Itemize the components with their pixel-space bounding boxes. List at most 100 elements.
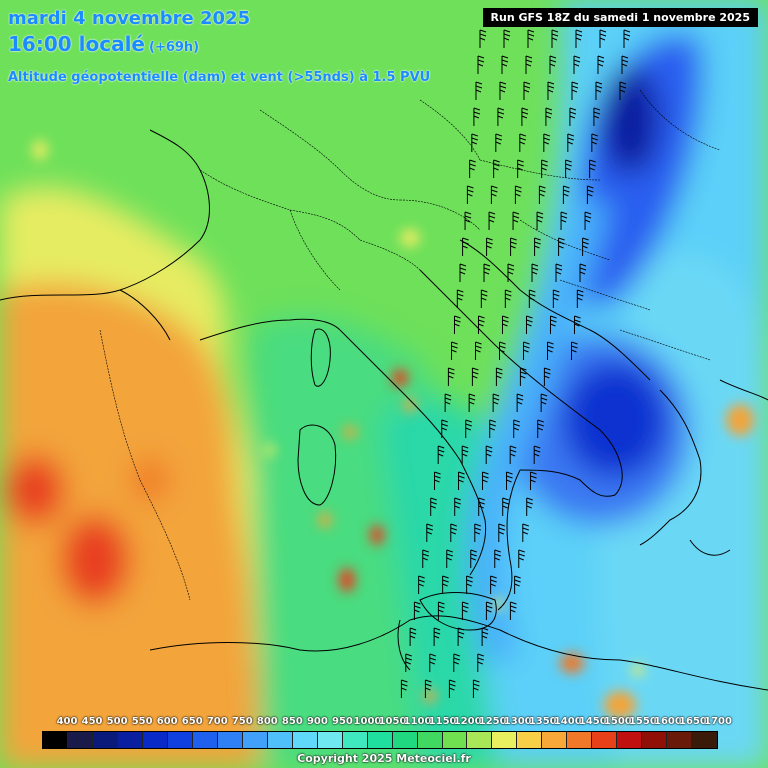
copyright-notice: Copyright 2025 Meteociel.fr [297, 752, 471, 765]
wind-barb [469, 159, 476, 178]
wind-barb [441, 419, 448, 438]
wind-barb [483, 263, 491, 282]
wind-barb [584, 211, 592, 230]
scale-tick-label: 550 [131, 716, 153, 727]
scale-swatch [43, 732, 68, 748]
wind-barb [523, 341, 530, 360]
scale-swatch [67, 732, 93, 748]
wind-barb [521, 107, 529, 126]
wind-barb [448, 679, 456, 698]
wind-barb [549, 315, 557, 334]
wind-barb [510, 237, 517, 256]
wind-barb [575, 29, 583, 48]
wind-barb [442, 575, 449, 594]
scale-tick-label: 1250 [478, 716, 507, 727]
scale-swatch [392, 732, 418, 748]
model-run-label: Run GFS 18Z du samedi 1 novembre 2025 [482, 8, 758, 27]
scale-tick-label: 1000 [353, 716, 382, 727]
wind-barb [462, 237, 469, 256]
wind-barb [477, 55, 485, 74]
wind-barb [451, 341, 458, 360]
wind-barb [430, 497, 437, 516]
wind-barb [509, 445, 517, 464]
scale-swatch [442, 732, 468, 748]
scale-tick-label: 1700 [704, 716, 732, 727]
scale-tick-label: 600 [156, 716, 178, 727]
wind-barb [471, 367, 479, 386]
scale-swatch [542, 732, 568, 748]
wind-barb [488, 211, 496, 230]
scale-tick-label: 900 [306, 716, 328, 727]
wind-barb [482, 471, 489, 490]
wind-barb [525, 315, 533, 334]
scale-swatch [242, 732, 268, 748]
wind-barb [495, 367, 503, 386]
wind-barb [473, 107, 481, 126]
wind-barb [424, 679, 432, 698]
wind-barb [458, 471, 465, 490]
wind-barb [558, 237, 565, 256]
scale-swatch [167, 732, 193, 748]
wind-barb [519, 367, 527, 386]
wind-barb [426, 523, 433, 542]
wind-barb [475, 81, 483, 100]
scale-swatch [567, 732, 593, 748]
wind-barb [471, 133, 478, 152]
scale-swatch [92, 732, 118, 748]
wind-barb [506, 471, 513, 490]
wind-barb [589, 159, 596, 178]
wind-barb [447, 367, 455, 386]
scale-tick-label: 950 [332, 716, 353, 727]
wind-barb [499, 81, 507, 100]
scale-tick-label: 1100 [403, 716, 432, 727]
wind-barb [457, 627, 465, 646]
wind-barb [527, 29, 535, 48]
wind-barb [409, 627, 417, 646]
wind-barb [477, 315, 485, 334]
wind-barb [490, 575, 497, 594]
wind-barb [485, 445, 493, 464]
wind-barb [547, 341, 554, 360]
scale-swatch [192, 732, 218, 748]
wind-barb [477, 653, 484, 672]
scale-swatch [117, 732, 143, 748]
wind-barb [569, 107, 577, 126]
wind-barb [453, 653, 460, 672]
wind-barb [547, 81, 555, 100]
wind-barb [551, 29, 559, 48]
wind-barb [501, 315, 509, 334]
parameter-description: Altitude géopotentielle (dam) et vent (>… [8, 70, 431, 85]
wind-barbs [400, 29, 631, 698]
wind-barb [593, 107, 601, 126]
wind-barb [573, 315, 581, 334]
wind-barb [475, 341, 482, 360]
wind-barb [567, 133, 574, 152]
wind-barb [444, 393, 452, 412]
wind-barb [418, 575, 425, 594]
wind-barb [512, 211, 520, 230]
scale-tick-label: 750 [231, 716, 253, 727]
wind-barb [543, 367, 551, 386]
scale-tick-label: 1350 [528, 716, 557, 727]
wind-barb [530, 471, 537, 490]
scale-tick-label: 700 [206, 716, 228, 727]
wind-barb [525, 55, 533, 74]
color-scale-labels: 400 450 500 550 600 650 700 750 800 850 900 950 1000… [42, 716, 732, 728]
wind-barb [422, 549, 429, 568]
scale-swatch [467, 732, 493, 748]
scale-tick-label: 1400 [553, 716, 582, 727]
color-scale-bar [42, 731, 718, 749]
forecast-lead-time: (+69h) [149, 40, 200, 55]
wind-barb [494, 549, 501, 568]
wind-barb [450, 523, 457, 542]
wind-barb [495, 133, 502, 152]
wind-barb [526, 497, 533, 516]
wind-barb [549, 55, 557, 74]
scale-swatch [492, 732, 518, 748]
wind-barb [522, 523, 529, 542]
scale-swatch [667, 732, 693, 748]
wind-barb [503, 29, 511, 48]
scale-tick-label: 450 [81, 716, 103, 727]
wind-barb [516, 393, 524, 412]
